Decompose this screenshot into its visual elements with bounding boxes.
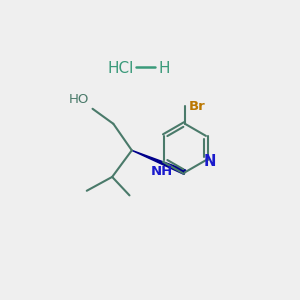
Text: Br: Br: [189, 100, 206, 113]
Text: HCl: HCl: [108, 61, 134, 76]
Text: HO: HO: [69, 93, 89, 106]
Text: H: H: [159, 61, 170, 76]
Text: NH: NH: [151, 165, 173, 178]
Text: N: N: [204, 154, 216, 169]
Polygon shape: [132, 150, 186, 174]
